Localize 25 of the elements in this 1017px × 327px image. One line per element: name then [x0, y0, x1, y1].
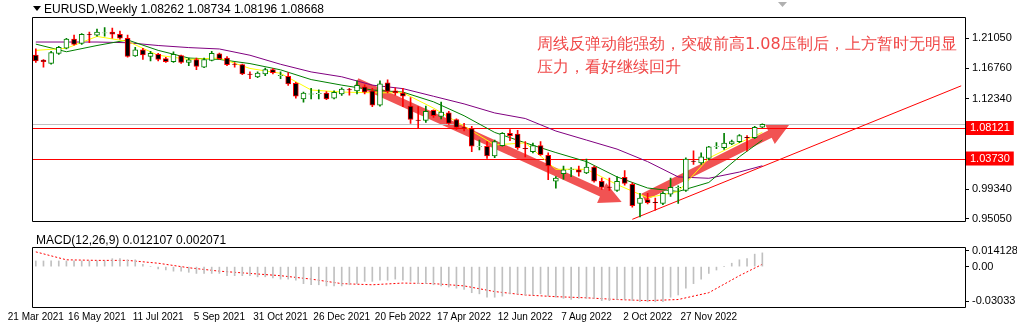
x-tick-label: 16 May 2021 [68, 310, 127, 322]
y-tick-label: 0.014128 [972, 243, 1017, 256]
chart-title: MACD(12,26,9) 0.012107 0.002071 [36, 233, 227, 247]
x-tick-label: 21 Mar 2021 [7, 310, 65, 322]
ref-line-label: 1.08121 [970, 121, 1010, 134]
y-tick-label: 1.21050 [972, 31, 1012, 44]
y-tick-label: 1.12340 [972, 91, 1012, 104]
x-tick-label: 31 Oct 2021 [253, 310, 309, 322]
x-tick-label: 5 Sep 2021 [193, 310, 246, 322]
y-tick-label: 0.95050 [972, 212, 1012, 224]
y-tick-label: 0.00 [972, 259, 994, 272]
x-tick-label: 12 Jun 2022 [497, 310, 554, 322]
y-tick-label: 0.99340 [972, 182, 1012, 195]
annotation: 周线反弹动能强劲，突破前高1.08压制后，上方暂时无明显压力，看好继续回升 [537, 33, 958, 78]
ref-line-label: 1.03730 [970, 151, 1010, 164]
x-tick-label: 26 Dec 2021 [313, 310, 371, 322]
y-tick-label: -0.03033 [972, 294, 1016, 307]
x-tick-label: 17 Apr 2022 [437, 310, 492, 322]
x-tick-label: 7 Aug 2022 [561, 310, 613, 322]
y-tick-label: 1.16760 [972, 61, 1012, 74]
x-tick-label: 2 Oct 2022 [623, 310, 673, 322]
chart-title: EURUSD,Weekly 1.08262 1.08734 1.08196 1.08668 [44, 2, 324, 16]
x-tick-label: 20 Feb 2022 [374, 310, 432, 322]
x-tick-label: 27 Nov 2022 [680, 310, 738, 322]
x-tick-label: 11 Jul 2021 [132, 310, 185, 322]
